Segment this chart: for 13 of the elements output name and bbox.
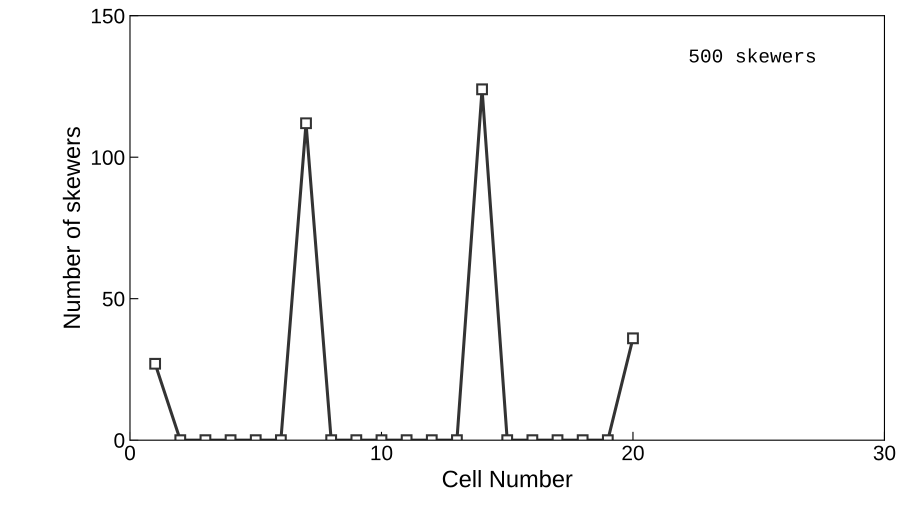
- x-tick-label: 20: [622, 446, 644, 460]
- x-tick-label: 0: [125, 446, 135, 460]
- y-tick-label: 50: [102, 292, 124, 306]
- y-tick-label: 0: [114, 433, 124, 448]
- x-tick-label: 30: [874, 446, 896, 460]
- y-axis-title: Number of skewers: [62, 127, 80, 328]
- x-tick-label: 10: [371, 446, 392, 460]
- annotation: 500 skewers: [690, 48, 816, 63]
- y-tick-label: 150: [92, 8, 124, 24]
- point: [476, 83, 488, 96]
- y-tick-label: 100: [92, 150, 124, 165]
- point: [300, 117, 312, 130]
- x-axis-title: Cell Number: [442, 470, 572, 488]
